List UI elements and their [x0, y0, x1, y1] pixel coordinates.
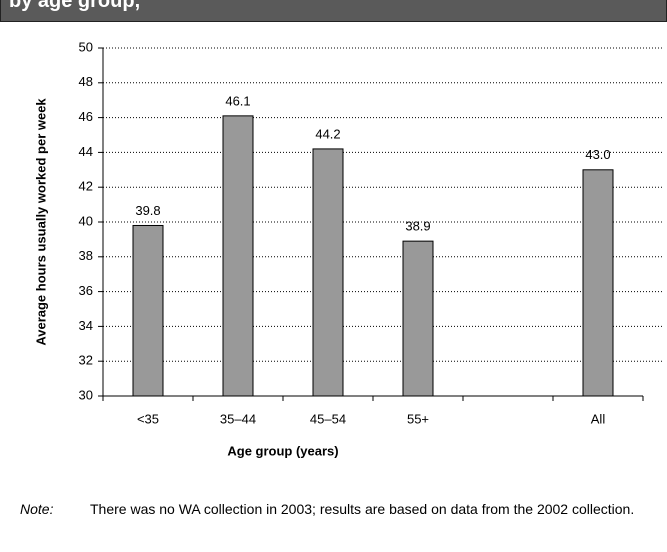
y-tick-label: 30	[79, 387, 93, 402]
note-text: There was no WA collection in 2003; resu…	[90, 501, 635, 517]
y-tick-label: 50	[79, 39, 93, 54]
y-axis-label: Average hours usually worked per week	[33, 98, 48, 346]
x-tick-label: 55+	[407, 411, 429, 426]
y-tick-label: 42	[79, 179, 93, 194]
bar	[582, 169, 614, 397]
chart: Average hours usually worked per week Ag…	[33, 39, 662, 458]
x-tick-label: 45–54	[310, 411, 346, 426]
bar	[132, 224, 164, 397]
data-label: 44.2	[315, 126, 340, 141]
x-tick-label: <35	[137, 411, 159, 426]
y-tick-label: 36	[79, 283, 93, 298]
bar	[312, 148, 344, 397]
data-label: 43.0	[585, 147, 610, 162]
x-tick-label: All	[591, 411, 606, 426]
y-tick-label: 34	[79, 318, 93, 333]
data-label: 39.8	[135, 203, 160, 218]
data-label: 38.9	[405, 219, 430, 234]
y-tick-label: 48	[79, 74, 93, 89]
header-bar: by age group,	[0, 0, 667, 22]
note: Note: There was no WA collection in 2003…	[20, 500, 660, 519]
x-axis-label: Age group (years)	[227, 443, 338, 458]
chart-title: by age group,	[9, 0, 141, 12]
y-tick-label: 40	[79, 213, 93, 228]
bar	[222, 115, 254, 397]
note-label: Note:	[20, 501, 54, 517]
x-tick-label: 35–44	[220, 411, 256, 426]
y-tick-label: 38	[79, 248, 93, 263]
y-tick-label: 44	[79, 144, 93, 159]
y-tick-label: 32	[79, 353, 93, 368]
y-tick-label: 46	[79, 109, 93, 124]
bar	[402, 240, 434, 397]
data-label: 46.1	[225, 93, 250, 108]
